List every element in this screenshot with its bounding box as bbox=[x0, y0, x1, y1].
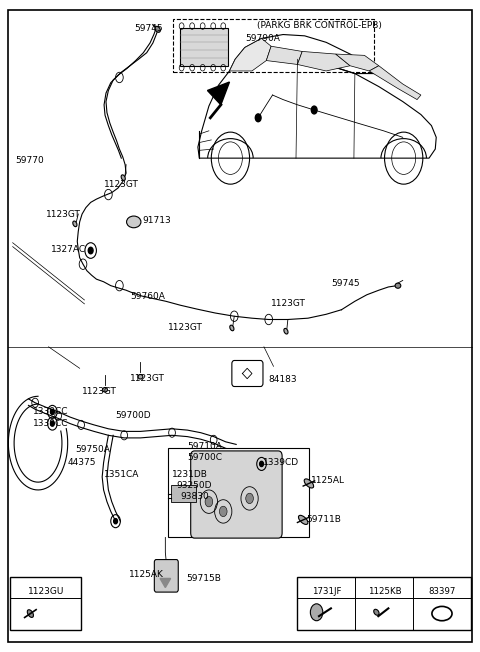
Text: 59790A: 59790A bbox=[245, 34, 280, 43]
Text: 1731JF: 1731JF bbox=[312, 587, 341, 596]
Ellipse shape bbox=[374, 609, 379, 615]
Text: 1123GT: 1123GT bbox=[46, 209, 81, 218]
Circle shape bbox=[312, 106, 317, 114]
Ellipse shape bbox=[73, 221, 77, 227]
FancyBboxPatch shape bbox=[191, 451, 282, 538]
Text: 1123GT: 1123GT bbox=[130, 374, 165, 383]
Text: 59700C: 59700C bbox=[187, 453, 222, 462]
Ellipse shape bbox=[127, 216, 141, 228]
Text: 1123GT: 1123GT bbox=[82, 387, 117, 396]
Text: 59750A: 59750A bbox=[75, 445, 110, 454]
Text: 59715B: 59715B bbox=[186, 574, 221, 583]
Bar bbox=[171, 485, 196, 501]
Text: 1327AC: 1327AC bbox=[51, 244, 86, 254]
Bar bbox=[168, 448, 310, 537]
Text: 1339CC: 1339CC bbox=[33, 408, 69, 417]
Text: 59710A: 59710A bbox=[187, 442, 222, 451]
Circle shape bbox=[50, 421, 54, 426]
Text: 84183: 84183 bbox=[269, 375, 297, 384]
Text: 1125AK: 1125AK bbox=[129, 570, 164, 579]
Text: 83397: 83397 bbox=[428, 587, 456, 596]
Text: 59700D: 59700D bbox=[116, 411, 151, 421]
Text: 1123GU: 1123GU bbox=[27, 587, 64, 596]
Text: 59711B: 59711B bbox=[306, 515, 341, 524]
Text: (PARKG BRK CONTROL-EPB): (PARKG BRK CONTROL-EPB) bbox=[257, 21, 382, 30]
Text: 1231DB: 1231DB bbox=[172, 470, 208, 479]
Ellipse shape bbox=[230, 325, 234, 331]
Text: 1125KB: 1125KB bbox=[368, 587, 401, 596]
Text: 59770: 59770 bbox=[15, 156, 44, 164]
Text: 1123GT: 1123GT bbox=[168, 323, 203, 332]
Polygon shape bbox=[207, 82, 229, 105]
Text: 59745: 59745 bbox=[135, 23, 163, 33]
Text: 1339CD: 1339CD bbox=[263, 458, 299, 467]
Polygon shape bbox=[242, 368, 252, 379]
Ellipse shape bbox=[103, 387, 108, 392]
FancyBboxPatch shape bbox=[155, 559, 178, 592]
Polygon shape bbox=[229, 38, 271, 71]
Ellipse shape bbox=[395, 283, 401, 288]
Text: 44375: 44375 bbox=[68, 458, 96, 467]
Circle shape bbox=[114, 518, 118, 524]
Circle shape bbox=[219, 506, 227, 516]
Text: 1123GT: 1123GT bbox=[271, 299, 306, 308]
Bar bbox=[180, 28, 228, 66]
Polygon shape bbox=[369, 66, 421, 100]
Circle shape bbox=[88, 247, 93, 254]
Circle shape bbox=[50, 409, 54, 415]
Text: 59760A: 59760A bbox=[130, 292, 165, 301]
Ellipse shape bbox=[284, 329, 288, 334]
Text: 91713: 91713 bbox=[142, 216, 170, 225]
Text: 1125AL: 1125AL bbox=[311, 477, 345, 485]
Ellipse shape bbox=[299, 515, 308, 524]
Text: 1339CC: 1339CC bbox=[33, 419, 69, 428]
FancyBboxPatch shape bbox=[232, 361, 263, 387]
Ellipse shape bbox=[138, 374, 143, 379]
Bar bbox=[298, 577, 471, 630]
Text: 93250D: 93250D bbox=[177, 481, 212, 490]
Ellipse shape bbox=[304, 479, 313, 488]
Bar bbox=[173, 19, 374, 72]
Ellipse shape bbox=[155, 26, 160, 33]
Ellipse shape bbox=[432, 606, 452, 621]
Circle shape bbox=[246, 493, 253, 503]
Ellipse shape bbox=[121, 175, 125, 181]
Circle shape bbox=[205, 496, 213, 507]
Circle shape bbox=[311, 604, 323, 621]
Text: 1123GT: 1123GT bbox=[104, 180, 138, 188]
Polygon shape bbox=[298, 52, 350, 71]
Circle shape bbox=[255, 114, 261, 122]
Bar bbox=[10, 577, 81, 630]
Ellipse shape bbox=[27, 610, 34, 617]
Text: 59745: 59745 bbox=[331, 279, 360, 288]
Polygon shape bbox=[160, 578, 170, 587]
Text: 93830: 93830 bbox=[180, 492, 209, 501]
Text: 1351CA: 1351CA bbox=[104, 470, 139, 479]
Circle shape bbox=[260, 462, 264, 467]
Polygon shape bbox=[266, 46, 302, 65]
Polygon shape bbox=[336, 54, 379, 71]
